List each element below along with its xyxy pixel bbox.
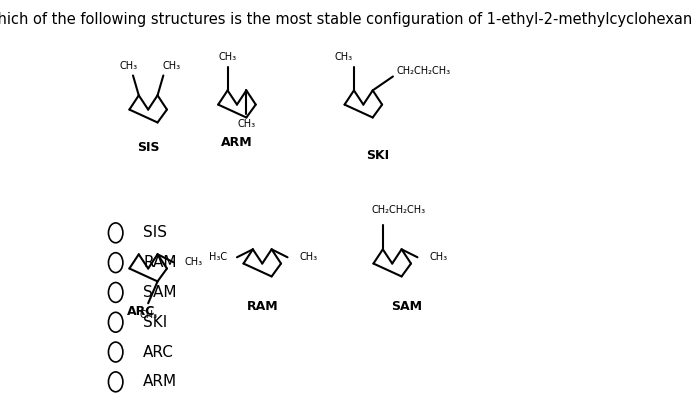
Text: CH₃: CH₃ [429, 252, 447, 262]
Text: CH₂CH₂CH₃: CH₂CH₂CH₃ [372, 204, 426, 215]
Text: CH₃: CH₃ [237, 119, 255, 129]
Text: Which of the following structures is the most stable configuration of 1-ethyl-2-: Which of the following structures is the… [0, 12, 692, 27]
Text: SKI: SKI [143, 315, 167, 330]
Text: ARC: ARC [143, 344, 174, 360]
Text: CH₃: CH₃ [120, 61, 138, 70]
Text: H₃C: H₃C [209, 252, 227, 262]
Text: ARC: ARC [127, 305, 155, 318]
Text: ARM: ARM [143, 374, 177, 389]
Text: SIS: SIS [137, 141, 159, 154]
Text: SAM: SAM [391, 300, 422, 313]
Text: RAM: RAM [246, 300, 278, 313]
Text: CH₃: CH₃ [334, 52, 352, 62]
Text: CH₂CH₂CH₃: CH₂CH₂CH₃ [397, 65, 450, 75]
Text: CH₃: CH₃ [185, 257, 203, 267]
Text: SIS: SIS [143, 225, 167, 241]
Text: SAM: SAM [143, 285, 176, 300]
Text: RAM: RAM [143, 255, 176, 270]
Text: ARM: ARM [221, 136, 253, 149]
Text: CH₃: CH₃ [163, 61, 181, 70]
Text: CH₃: CH₃ [219, 52, 237, 62]
Text: SKI: SKI [366, 149, 390, 162]
Text: CH₃: CH₃ [299, 252, 317, 262]
Text: CH₃: CH₃ [139, 310, 157, 320]
